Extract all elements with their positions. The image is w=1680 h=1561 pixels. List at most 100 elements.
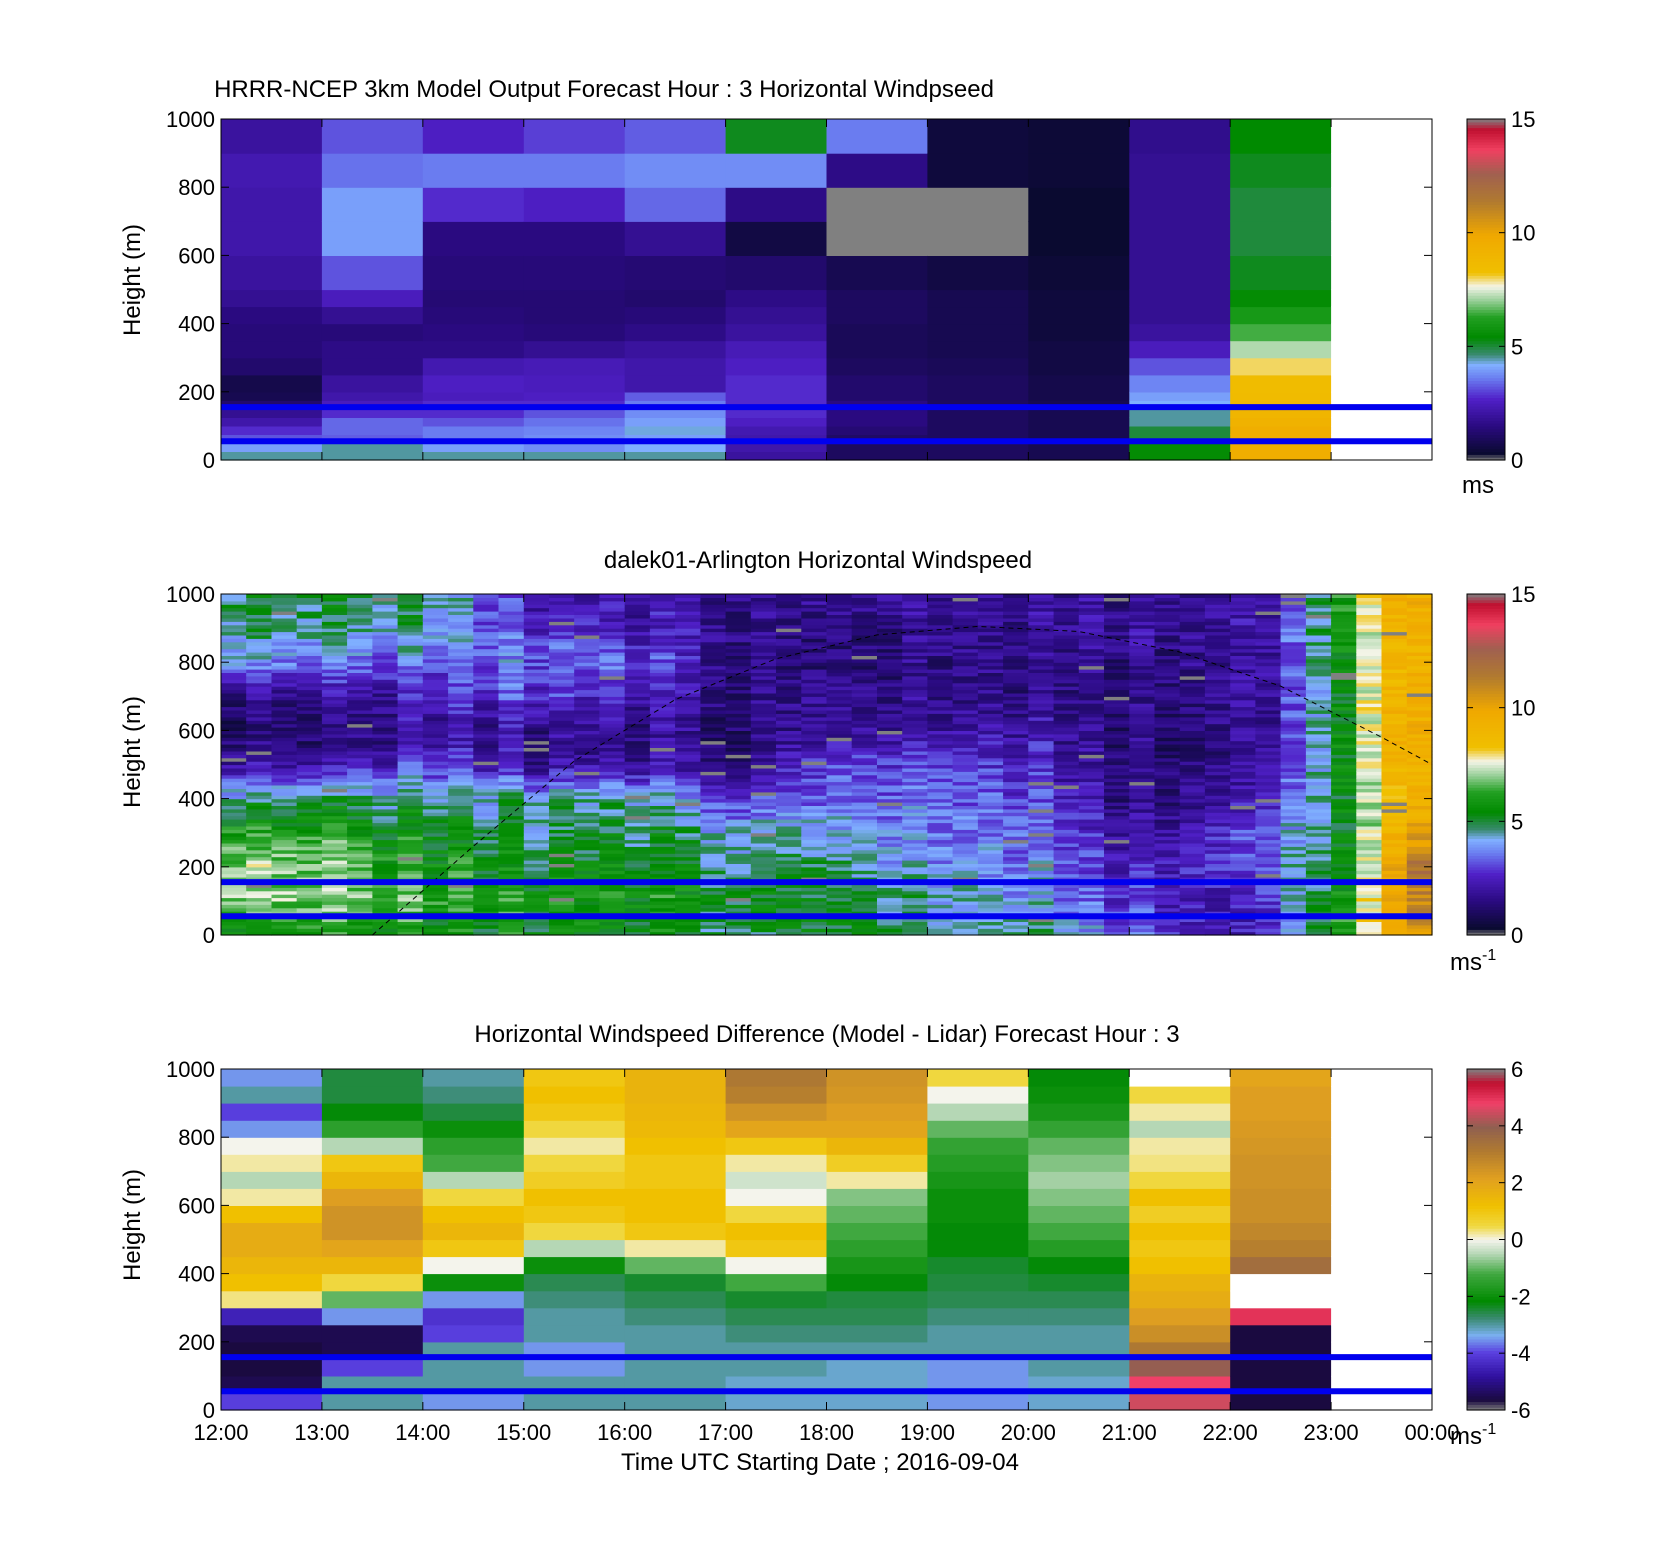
- heatmap-cell: [473, 785, 500, 789]
- heatmap-cell: [347, 900, 373, 905]
- heatmap-cell: [725, 928, 752, 933]
- heatmap-cell: [1129, 904, 1156, 909]
- heatmap-cell: [246, 778, 272, 783]
- heatmap-cell: [271, 812, 298, 817]
- heatmap-cell: [902, 846, 928, 851]
- heatmap-cell: [877, 798, 903, 803]
- heatmap-cell: [271, 669, 298, 673]
- heatmap-cell: [448, 761, 474, 766]
- heatmap-cell: [372, 679, 399, 684]
- colorbar-swatch: [1467, 147, 1505, 151]
- heatmap-cell: [1129, 675, 1156, 680]
- heatmap-cell: [801, 713, 828, 718]
- heatmap-cell: [1230, 696, 1256, 701]
- heatmap-cell: [498, 894, 525, 899]
- heatmap-cell: [927, 829, 954, 834]
- heatmap-cell: [397, 737, 424, 742]
- heatmap-cell: [221, 870, 247, 875]
- heatmap-cell: [700, 805, 727, 810]
- heatmap-cell: [1179, 682, 1206, 687]
- heatmap-cell: [523, 686, 550, 691]
- heatmap-cell: [1078, 802, 1105, 806]
- heatmap-cell: [574, 921, 600, 926]
- heatmap-cell: [1003, 604, 1029, 609]
- heatmap-cell: [1104, 767, 1130, 772]
- heatmap-cell: [1305, 873, 1332, 878]
- colorbar-swatch: [1467, 300, 1505, 305]
- heatmap-cell: [372, 764, 399, 769]
- heatmap-cell: [1255, 808, 1282, 813]
- heatmap-cell: [1331, 757, 1357, 762]
- heatmap-cell: [473, 928, 500, 933]
- heatmap-cell: [1003, 733, 1029, 738]
- heatmap-cell: [599, 853, 626, 858]
- heatmap-cell: [801, 832, 828, 837]
- heatmap-cell: [448, 887, 474, 892]
- heatmap-cell: [1003, 641, 1029, 646]
- heatmap-cell: [271, 767, 298, 772]
- heatmap-cell: [246, 696, 272, 701]
- heatmap-cell: [1104, 832, 1130, 837]
- heatmap-cell: [750, 911, 777, 916]
- heatmap-cell: [801, 921, 828, 926]
- heatmap-cell: [1331, 904, 1357, 909]
- heatmap-cell: [422, 747, 449, 752]
- heatmap-cell: [1028, 894, 1055, 899]
- heatmap-cell: [952, 791, 979, 796]
- heatmap-cell: [296, 791, 323, 796]
- heatmap-cell: [1053, 594, 1080, 598]
- heatmap-cell: [422, 648, 449, 653]
- heatmap-cell: [1078, 634, 1105, 639]
- heatmap-cell: [750, 761, 777, 766]
- heatmap-cell: [801, 624, 828, 629]
- heatmap-cell: [321, 836, 348, 841]
- heatmap-cell: [826, 733, 853, 738]
- heatmap-cell: [927, 907, 954, 912]
- heatmap-cell: [246, 900, 272, 905]
- heatmap-cell: [1104, 634, 1130, 639]
- heatmap-cell: [523, 289, 626, 308]
- heatmap-cell: [221, 730, 247, 735]
- heatmap-cell: [877, 815, 903, 820]
- heatmap-cell: [599, 662, 626, 667]
- heatmap-cell: [624, 900, 651, 905]
- heatmap-cell: [1104, 842, 1130, 847]
- heatmap-cell: [1129, 900, 1156, 905]
- heatmap-cell: [246, 921, 272, 926]
- heatmap-cell: [927, 720, 954, 725]
- heatmap-cell: [271, 856, 298, 861]
- heatmap-cell: [1305, 614, 1332, 619]
- heatmap-cell: [952, 931, 979, 936]
- heatmap-cell: [271, 689, 298, 694]
- heatmap-cell: [1255, 849, 1282, 854]
- heatmap-cell: [1230, 870, 1256, 875]
- heatmap-cell: [246, 658, 272, 663]
- heatmap-cell: [1305, 822, 1332, 827]
- heatmap-cell: [1331, 611, 1357, 615]
- heatmap-cell: [347, 785, 373, 789]
- heatmap-cell: [1230, 665, 1256, 670]
- heatmap-cell: [877, 696, 903, 701]
- heatmap-cell: [271, 808, 298, 813]
- heatmap-cell: [1179, 699, 1206, 704]
- heatmap-cell: [448, 645, 474, 650]
- heatmap-cell: [1280, 604, 1307, 609]
- heatmap-cell: [725, 911, 752, 916]
- heatmap-cell: [624, 808, 651, 813]
- heatmap-cell: [877, 791, 903, 796]
- heatmap-cell: [296, 665, 323, 670]
- heatmap-cell: [927, 812, 954, 817]
- heatmap-cell: [321, 921, 348, 926]
- heatmap-cell: [826, 417, 928, 427]
- heatmap-cell: [700, 761, 727, 766]
- heatmap-cell: [1129, 699, 1156, 704]
- heatmap-cell: [750, 832, 777, 837]
- heatmap-cell: [1154, 894, 1181, 899]
- heatmap-cell: [927, 723, 954, 728]
- heatmap-cell: [826, 853, 853, 858]
- heatmap-cell: [624, 839, 651, 844]
- heatmap-cell: [1255, 839, 1282, 844]
- heatmap-cell: [1280, 860, 1307, 864]
- heatmap-cell: [1331, 706, 1357, 711]
